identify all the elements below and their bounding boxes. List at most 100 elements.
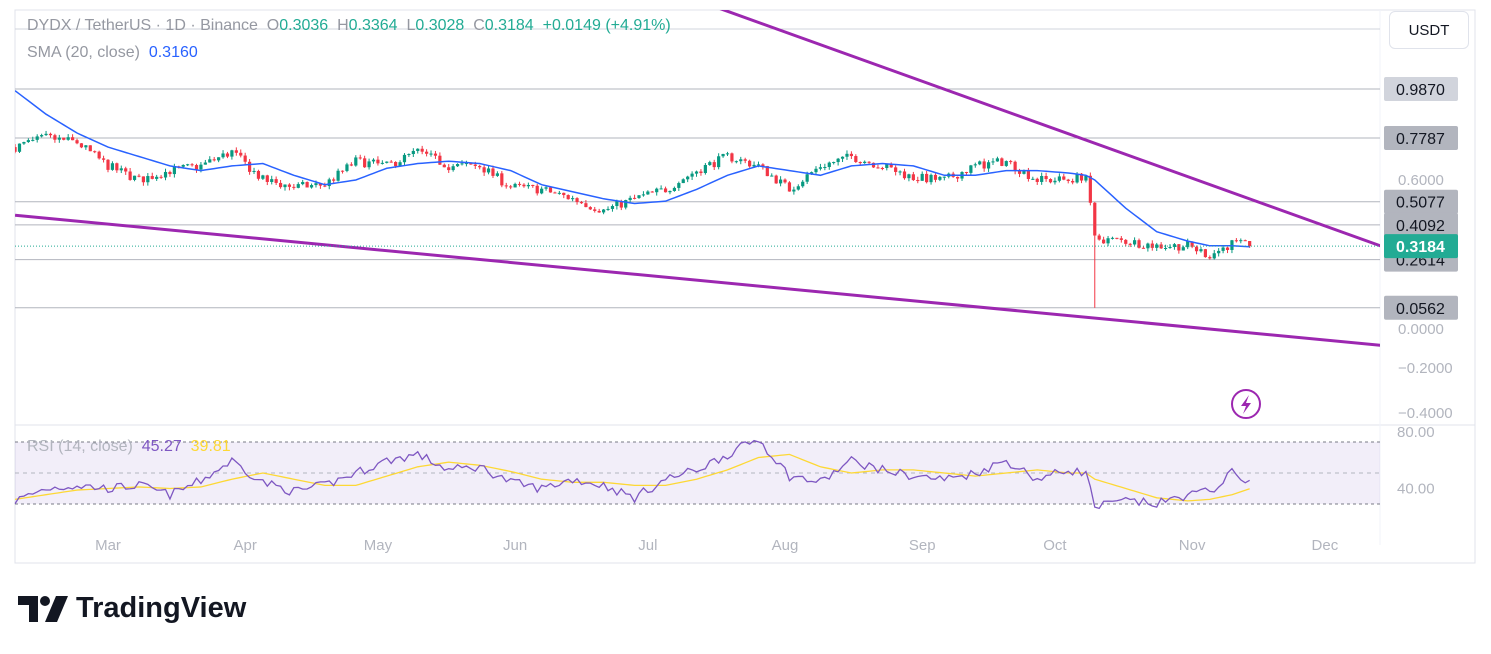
candle	[1141, 247, 1146, 249]
candle	[1088, 175, 1092, 203]
candle	[217, 157, 221, 161]
candle	[1097, 235, 1101, 240]
candle	[256, 170, 261, 179]
rsi-legend: RSI (14, close) 45.27 39.81	[27, 438, 231, 456]
y-tick-label: −0.4000	[1398, 405, 1453, 422]
tradingview-logo[interactable]: TradingView	[18, 592, 246, 625]
x-tick-label: Jun	[503, 537, 527, 554]
candle	[836, 158, 840, 163]
candle	[566, 195, 570, 200]
lightning-icon	[1231, 389, 1261, 419]
price-level-label-bg	[1384, 295, 1458, 320]
x-tick-label: Mar	[95, 537, 121, 554]
candle	[876, 167, 880, 169]
candle	[1199, 249, 1203, 252]
candle	[526, 184, 530, 187]
candle	[783, 179, 787, 183]
x-tick-label: Aug	[772, 537, 799, 554]
x-tick-label: Dec	[1312, 537, 1339, 554]
candle	[17, 143, 22, 152]
candle	[1031, 178, 1035, 180]
candle	[146, 176, 150, 183]
candle	[712, 162, 716, 168]
candle	[1168, 247, 1172, 249]
candle	[292, 186, 296, 188]
candle	[1048, 179, 1053, 183]
candle	[239, 152, 243, 156]
candle	[606, 208, 610, 210]
candle	[159, 176, 163, 178]
rsi-tick-label: 40.00	[1397, 481, 1435, 498]
candle	[460, 163, 464, 165]
candle	[93, 151, 97, 153]
candle	[478, 165, 482, 168]
rsi-label: RSI (14, close)	[27, 438, 133, 455]
high-label: H	[337, 17, 349, 34]
rsi-value: 45.27	[141, 438, 182, 455]
candle	[1119, 238, 1123, 240]
candle	[270, 179, 274, 182]
candle	[593, 209, 597, 211]
candle	[137, 175, 141, 177]
candle	[779, 179, 783, 184]
change-value: +0.0149 (+4.91%)	[542, 17, 671, 34]
candle	[1146, 243, 1150, 249]
candle	[792, 189, 796, 192]
candle	[1172, 244, 1177, 248]
candle	[1106, 238, 1110, 244]
price-level-label-bg	[1384, 189, 1458, 214]
candle	[911, 174, 915, 181]
candle	[509, 186, 513, 188]
candle	[964, 172, 969, 174]
low-label: L	[406, 17, 416, 34]
candle	[376, 159, 380, 164]
candle	[225, 153, 230, 157]
trendline	[719, 10, 1380, 248]
candle	[389, 161, 393, 163]
candle	[991, 161, 995, 163]
open-label: O	[266, 17, 280, 34]
candle	[1128, 243, 1132, 245]
candle	[650, 191, 654, 193]
candle	[252, 170, 256, 172]
y-tick-label: 0.0000	[1398, 321, 1444, 338]
candle	[500, 173, 504, 186]
candle	[956, 176, 960, 179]
candle	[455, 164, 460, 167]
candle	[823, 167, 827, 169]
candle	[79, 143, 84, 148]
candle	[71, 137, 75, 141]
currency-button[interactable]: USDT	[1389, 11, 1469, 49]
last-price-label: 0.3184	[1396, 239, 1445, 256]
candle	[48, 133, 53, 136]
candle	[35, 136, 39, 140]
candle	[354, 157, 358, 166]
candle	[1115, 237, 1119, 239]
candle	[110, 163, 115, 170]
candle	[318, 183, 322, 186]
candle	[1000, 158, 1004, 166]
open-value: 0.3036	[279, 17, 329, 34]
low-value: 0.3028	[415, 17, 465, 34]
symbol-legend: DYDX / TetherUS · 1D · Binance O0.3036 H…	[27, 17, 671, 35]
candle	[761, 164, 765, 167]
candle	[602, 209, 606, 213]
candle	[814, 168, 818, 173]
price-level-label: 0.4092	[1396, 218, 1445, 235]
candle	[358, 157, 362, 159]
candle	[832, 162, 836, 164]
candle	[367, 161, 371, 168]
candle	[748, 160, 752, 167]
candle	[101, 158, 106, 160]
candle	[655, 188, 659, 193]
candle	[845, 153, 849, 157]
sma-label: SMA (20, close)	[27, 44, 140, 61]
candle	[703, 165, 707, 174]
candle	[398, 162, 402, 167]
candle	[332, 179, 336, 181]
candle	[1079, 173, 1084, 181]
candle	[1110, 237, 1115, 239]
candle	[690, 173, 694, 177]
candle	[305, 182, 309, 188]
